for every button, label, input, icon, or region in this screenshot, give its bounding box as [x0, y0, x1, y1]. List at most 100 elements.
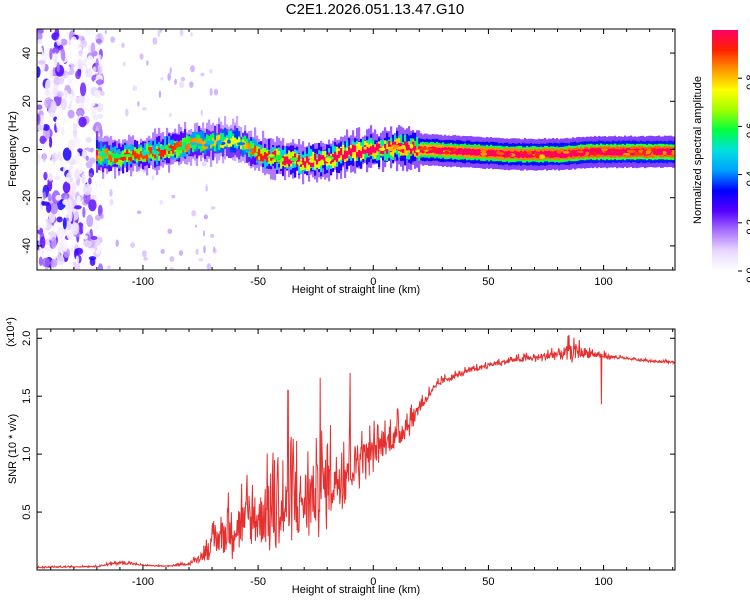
- noise-blob: [57, 246, 61, 257]
- signal-cell: [614, 149, 617, 156]
- signal-cell: [618, 149, 621, 156]
- noise-blob: [82, 65, 87, 77]
- noise-blob: [50, 259, 58, 268]
- noise-blob: [83, 235, 88, 240]
- signal-cell: [194, 137, 197, 146]
- signal-peak: [409, 143, 414, 149]
- spectrogram-x-tick-label: 100: [594, 276, 612, 288]
- signal-cell: [340, 148, 343, 156]
- noise-blob: [50, 100, 57, 114]
- signal-cell: [670, 148, 673, 155]
- noise-speckle: [143, 257, 148, 261]
- noise-blob: [62, 208, 68, 215]
- noise-blob: [97, 63, 103, 75]
- noise-blob: [37, 32, 43, 41]
- signal-cell: [220, 132, 223, 144]
- signal-peak: [547, 153, 553, 157]
- noise-blob: [67, 78, 72, 85]
- noise-speckle: [100, 213, 104, 220]
- signal-cell: [290, 158, 293, 164]
- spectrogram-x-tick-label: -100: [132, 276, 154, 288]
- noise-blob: [56, 216, 63, 223]
- signal-cell: [160, 149, 163, 157]
- signal-cell: [354, 146, 357, 162]
- signal-cell: [662, 148, 665, 155]
- noise-speckle: [210, 206, 216, 210]
- signal-cell: [318, 155, 321, 170]
- signal-peak: [589, 148, 597, 152]
- signal-peak: [378, 147, 386, 152]
- noise-blob: [77, 239, 85, 250]
- noise-blob: [65, 52, 72, 60]
- noise-blob: [40, 137, 47, 143]
- signal-cell: [610, 148, 613, 156]
- noise-blob: [39, 236, 46, 249]
- signal-cell: [384, 143, 387, 152]
- signal-cell: [566, 150, 569, 157]
- noise-blob: [62, 217, 67, 230]
- noise-blob: [69, 177, 74, 183]
- noise-speckle: [125, 108, 129, 117]
- noise-blob: [75, 70, 81, 80]
- noise-speckle: [159, 199, 163, 205]
- noise-speckle: [179, 29, 184, 37]
- noise-speckle: [169, 256, 175, 263]
- noise-speckle: [190, 32, 193, 37]
- signal-peak: [642, 150, 646, 153]
- noise-speckle: [151, 175, 155, 181]
- noise-speckle: [159, 29, 163, 33]
- signal-cell: [266, 153, 269, 163]
- signal-cell: [296, 157, 299, 167]
- noise-blob: [53, 221, 60, 229]
- noise-blob: [56, 91, 64, 98]
- noise-blob: [88, 157, 96, 164]
- signal-cell: [186, 143, 189, 153]
- signal-peak: [182, 145, 186, 149]
- signal-cell: [200, 138, 203, 145]
- signal-cell: [392, 141, 395, 147]
- signal-cell: [216, 135, 219, 144]
- signal-cell: [146, 153, 149, 161]
- noise-blob: [92, 115, 100, 120]
- noise-blob: [86, 247, 96, 254]
- spectrogram-y-tick-label: -40: [21, 238, 33, 254]
- signal-cell: [320, 155, 323, 161]
- signal-cell: [166, 146, 169, 156]
- noise-blob: [55, 194, 62, 201]
- noise-blob: [62, 181, 71, 194]
- noise-blob: [54, 29, 60, 40]
- signal-cell: [218, 134, 221, 142]
- signal-cell: [404, 141, 407, 148]
- noise-speckle: [100, 91, 105, 96]
- signal-peak: [276, 154, 283, 160]
- noise-blob: [37, 152, 41, 165]
- signal-peak: [663, 148, 673, 152]
- noise-speckle: [198, 257, 204, 262]
- snr-y-tick-label: 1.5: [21, 389, 33, 404]
- noise-speckle: [210, 233, 215, 238]
- noise-blob: [87, 99, 96, 108]
- noise-blob: [96, 244, 105, 251]
- signal-cell: [188, 143, 191, 150]
- signal-cell: [304, 161, 307, 168]
- noise-blob: [65, 217, 69, 222]
- snr-x-tick-label: 100: [594, 576, 612, 588]
- signal-peak: [390, 144, 400, 148]
- noise-speckle: [203, 214, 208, 220]
- signal-peak: [538, 154, 546, 159]
- noise-blob: [82, 240, 92, 248]
- noise-speckle: [213, 246, 216, 253]
- noise-blob: [53, 52, 58, 67]
- noise-blob: [97, 54, 102, 60]
- noise-blob: [49, 70, 54, 76]
- signal-cell: [462, 149, 465, 156]
- signal-cell: [560, 151, 563, 158]
- noise-blob: [82, 183, 92, 196]
- signal-cell: [376, 142, 379, 151]
- noise-speckle: [209, 87, 213, 96]
- signal-cell: [544, 150, 547, 157]
- signal-cell: [408, 144, 411, 151]
- signal-cell: [540, 150, 543, 157]
- noise-blob: [87, 55, 94, 65]
- signal-cell: [260, 153, 263, 162]
